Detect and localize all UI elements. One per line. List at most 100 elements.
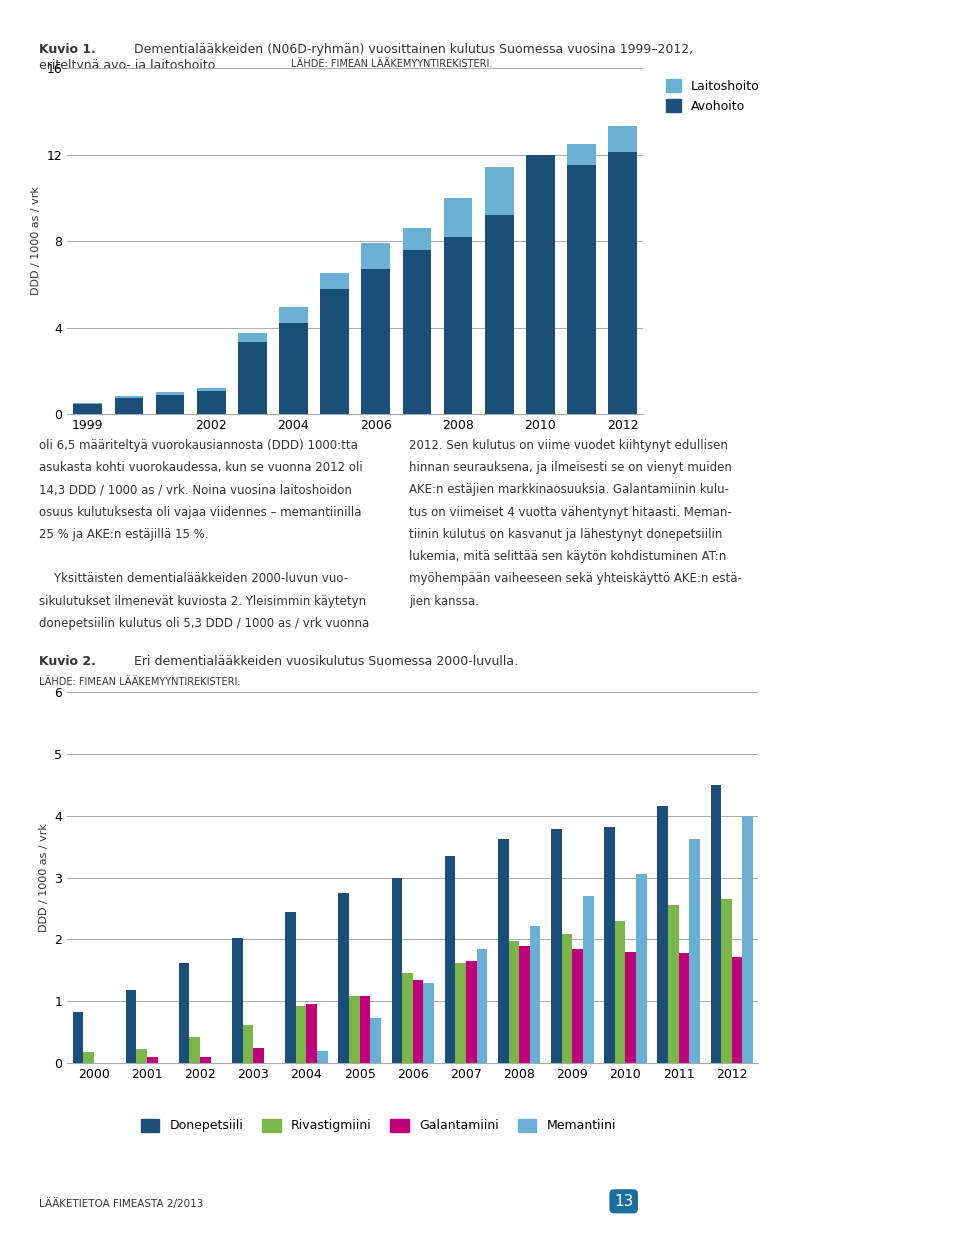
- Bar: [604, 827, 614, 1063]
- Bar: [679, 953, 689, 1063]
- Bar: [349, 996, 360, 1063]
- Text: sikulutukset ilmenevät kuviosta 2. Yleisimmin käytetyn: sikulutukset ilmenevät kuviosta 2. Yleis…: [39, 595, 367, 608]
- Bar: [361, 243, 390, 269]
- Bar: [285, 911, 296, 1063]
- Bar: [73, 1012, 84, 1063]
- Text: tiinin kulutus on kasvanut ja lähestynyt donepetsiilin: tiinin kulutus on kasvanut ja lähestynyt…: [409, 528, 723, 541]
- Bar: [306, 1004, 317, 1063]
- Bar: [572, 949, 583, 1063]
- Bar: [567, 166, 596, 414]
- Bar: [402, 974, 413, 1063]
- Bar: [444, 236, 472, 414]
- Text: 13: 13: [614, 1194, 634, 1209]
- Bar: [321, 288, 349, 414]
- Text: LÄÄKETIETOA FIMEASTA 2/2013: LÄÄKETIETOA FIMEASTA 2/2013: [39, 1198, 204, 1209]
- Bar: [73, 404, 102, 414]
- Text: LÄHDE: FIMEAN LÄÄKEMYYNTIREKISTERI.: LÄHDE: FIMEAN LÄÄKEMYYNTIREKISTERI.: [291, 59, 492, 69]
- Bar: [444, 198, 472, 236]
- Bar: [658, 806, 668, 1063]
- Bar: [626, 952, 636, 1063]
- Bar: [361, 269, 390, 414]
- Bar: [189, 1037, 200, 1063]
- Bar: [519, 946, 530, 1063]
- Text: lukemia, mitä selittää sen käytön kohdistuminen AT:n: lukemia, mitä selittää sen käytön kohdis…: [409, 550, 727, 564]
- Text: jien kanssa.: jien kanssa.: [409, 595, 479, 608]
- Bar: [710, 785, 721, 1063]
- Bar: [466, 962, 476, 1063]
- Bar: [238, 332, 267, 341]
- Bar: [583, 896, 593, 1063]
- Bar: [668, 905, 679, 1063]
- Bar: [413, 979, 423, 1063]
- Bar: [84, 1052, 94, 1063]
- Bar: [279, 307, 308, 323]
- Text: Kuvio 2.: Kuvio 2.: [39, 655, 96, 669]
- Bar: [232, 938, 243, 1063]
- Bar: [147, 1057, 157, 1063]
- Legend: Donepetsiili, Rivastigmiini, Galantamiini, Memantiini: Donepetsiili, Rivastigmiini, Galantamiin…: [135, 1114, 621, 1137]
- Bar: [742, 816, 753, 1063]
- Bar: [689, 839, 700, 1063]
- Y-axis label: DDD / 1000 as / vrk: DDD / 1000 as / vrk: [31, 187, 41, 295]
- Bar: [614, 921, 626, 1063]
- Text: tus on viimeiset 4 vuotta vähentynyt hitaasti. Meman-: tus on viimeiset 4 vuotta vähentynyt hit…: [409, 506, 732, 519]
- Bar: [392, 878, 402, 1063]
- Bar: [455, 963, 466, 1063]
- Bar: [317, 1051, 327, 1063]
- Bar: [200, 1057, 211, 1063]
- Text: eriteltynä avo- ja laitoshoito.: eriteltynä avo- ja laitoshoito.: [39, 59, 220, 73]
- Text: Kuvio 1.: Kuvio 1.: [39, 43, 96, 57]
- Bar: [179, 963, 189, 1063]
- Bar: [609, 126, 637, 152]
- Bar: [73, 403, 102, 404]
- Text: Dementialääkkeiden (N06D-ryhmän) vuosittainen kulutus Suomessa vuosina 1999–2012: Dementialääkkeiden (N06D-ryhmän) vuositt…: [133, 43, 693, 57]
- Bar: [156, 392, 184, 396]
- Bar: [197, 392, 226, 414]
- Bar: [114, 398, 143, 414]
- Bar: [114, 397, 143, 398]
- Text: oli 6,5 määriteltyä vuorokausiannosta (DDD) 1000:tta: oli 6,5 määriteltyä vuorokausiannosta (D…: [39, 439, 358, 452]
- Text: hinnan seurauksena, ja ilmeisesti se on vienyt muiden: hinnan seurauksena, ja ilmeisesti se on …: [409, 461, 732, 475]
- Text: 14,3 DDD / 1000 as / vrk. Noina vuosina laitoshoidon: 14,3 DDD / 1000 as / vrk. Noina vuosina …: [39, 483, 352, 497]
- Text: Eri dementialääkkeiden vuosikulutus Suomessa 2000-luvulla.: Eri dementialääkkeiden vuosikulutus Suom…: [133, 655, 518, 669]
- Bar: [126, 990, 136, 1063]
- Text: osuus kulutuksesta oli vajaa viidennes – memantiinilla: osuus kulutuksesta oli vajaa viidennes –…: [39, 506, 362, 519]
- Bar: [444, 855, 455, 1063]
- Bar: [371, 1018, 381, 1063]
- Bar: [609, 152, 637, 414]
- Text: 25 % ja AKE:n estäjillä 15 %.: 25 % ja AKE:n estäjillä 15 %.: [39, 528, 209, 541]
- Bar: [360, 996, 371, 1063]
- Bar: [476, 949, 488, 1063]
- Bar: [485, 168, 514, 215]
- Bar: [551, 829, 562, 1063]
- Bar: [636, 875, 647, 1063]
- Text: myöhempään vaiheeseen sekä yhteiskäyttö AKE:n estä-: myöhempään vaiheeseen sekä yhteiskäyttö …: [409, 572, 742, 586]
- Text: donepetsiilin kulutus oli 5,3 DDD / 1000 as / vrk vuonna: donepetsiilin kulutus oli 5,3 DDD / 1000…: [39, 617, 370, 630]
- Bar: [279, 323, 308, 414]
- Bar: [732, 957, 742, 1063]
- Text: 2012. Sen kulutus on viime vuodet kiihtynyt edullisen: 2012. Sen kulutus on viime vuodet kiihty…: [409, 439, 729, 452]
- Text: asukasta kohti vuorokaudessa, kun se vuonna 2012 oli: asukasta kohti vuorokaudessa, kun se vuo…: [39, 461, 363, 475]
- Bar: [338, 892, 349, 1063]
- Bar: [562, 934, 572, 1063]
- Y-axis label: DDD / 1000 as / vrk: DDD / 1000 as / vrk: [38, 823, 49, 932]
- Bar: [402, 250, 431, 414]
- Bar: [530, 926, 540, 1063]
- Bar: [509, 941, 519, 1063]
- Text: Ikäihmisten lääkehoito: Ikäihmisten lääkehoito: [864, 475, 883, 761]
- Bar: [498, 839, 509, 1063]
- Bar: [238, 341, 267, 414]
- Bar: [721, 900, 732, 1063]
- Text: LÄHDE: FIMEAN LÄÄKEMYYNTIREKISTERI.: LÄHDE: FIMEAN LÄÄKEMYYNTIREKISTERI.: [39, 677, 241, 687]
- Bar: [253, 1047, 264, 1063]
- Bar: [136, 1049, 147, 1063]
- Bar: [423, 983, 434, 1063]
- Text: AKE:n estäjien markkinaosuuksia. Galantamiinin kulu-: AKE:n estäjien markkinaosuuksia. Galanta…: [409, 483, 730, 497]
- Bar: [567, 143, 596, 166]
- Bar: [485, 215, 514, 414]
- Bar: [296, 1006, 306, 1063]
- Text: Yksittäisten dementialääkkeiden 2000-luvun vuo-: Yksittäisten dementialääkkeiden 2000-luv…: [39, 572, 348, 586]
- Legend: Laitoshoito, Avohoito: Laitoshoito, Avohoito: [661, 74, 765, 117]
- Bar: [402, 227, 431, 250]
- Bar: [243, 1025, 253, 1063]
